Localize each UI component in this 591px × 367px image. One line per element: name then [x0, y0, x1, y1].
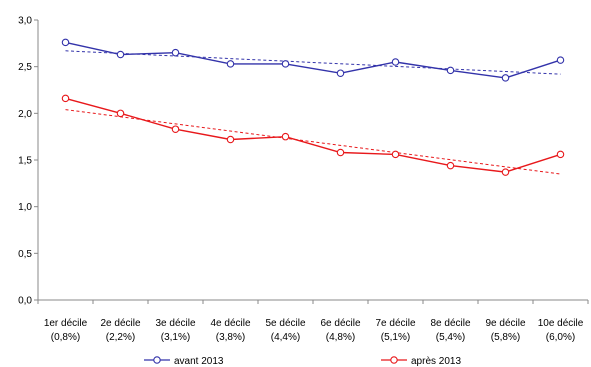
- x-tick-label: (5,1%): [381, 332, 410, 343]
- data-point-series-1: [391, 150, 400, 159]
- x-tick-label: (3,8%): [216, 332, 245, 343]
- legend: avant 2013 après 2013: [144, 356, 461, 367]
- x-tick-label: (2,2%): [106, 332, 135, 343]
- legend-marker-avant-2013: [153, 356, 161, 364]
- y-tick-label: 1,0: [18, 202, 32, 213]
- y-axis-ticks: 0,0 0,5 1,0 1,5 2,0 2,5 3,0: [18, 16, 38, 307]
- x-tick-label: 6e décile: [320, 318, 360, 329]
- series-line-1: [65, 97, 561, 173]
- y-tick-label: 2,5: [18, 62, 32, 73]
- x-axis-ticks: 1er décile (0,8%) 2e décile (2,2%) 3e décile…: [37, 300, 589, 343]
- x-tick-label: (4,8%): [326, 332, 355, 343]
- x-tick-label: 8e décile: [430, 318, 470, 329]
- data-point-series-1: [61, 94, 70, 103]
- data-point-series-1: [336, 148, 345, 157]
- data-point-series-0: [226, 60, 235, 68]
- series-line-0: [65, 41, 561, 79]
- y-tick-label: 0,0: [18, 296, 32, 307]
- y-tick-label: 2,0: [18, 109, 32, 120]
- x-tick-label: 7e décile: [375, 318, 415, 329]
- x-tick-label: 1er décile: [44, 318, 88, 329]
- data-point-series-0: [391, 58, 400, 66]
- data-point-series-1: [226, 135, 235, 144]
- data-points: [61, 38, 565, 176]
- x-tick-label: 2e décile: [100, 318, 140, 329]
- x-tick-label: (4,4%): [271, 332, 300, 343]
- data-point-series-1: [446, 161, 455, 170]
- data-point-series-0: [116, 50, 125, 59]
- data-point-series-1: [556, 150, 565, 159]
- legend-marker-apres-2013: [390, 356, 398, 364]
- x-tick-label: (5,8%): [491, 332, 520, 343]
- x-tick-label: (5,4%): [436, 332, 465, 343]
- data-point-series-1: [501, 168, 510, 176]
- data-point-series-0: [446, 66, 455, 75]
- data-point-series-0: [501, 74, 510, 82]
- trendline-series-0: [65, 50, 561, 75]
- x-tick-label: (6,0%): [546, 332, 575, 343]
- trendline-series-1: [65, 109, 561, 175]
- x-tick-label: (0,8%): [51, 332, 80, 343]
- x-tick-label: 5e décile: [265, 318, 305, 329]
- data-point-series-0: [171, 48, 180, 57]
- y-tick-label: 1,5: [18, 156, 32, 167]
- x-tick-label: (3,1%): [161, 332, 190, 343]
- data-point-series-0: [281, 60, 290, 68]
- data-point-series-1: [171, 125, 180, 133]
- data-point-series-0: [336, 69, 345, 77]
- x-tick-label: 3e décile: [155, 318, 195, 329]
- y-tick-label: 3,0: [18, 16, 32, 27]
- x-tick-label: 10e décile: [538, 318, 584, 329]
- x-tick-label: 9e décile: [485, 318, 525, 329]
- x-tick-label: 4e décile: [210, 318, 250, 329]
- data-point-series-1: [281, 132, 290, 141]
- legend-label-avant-2013: avant 2013: [174, 356, 224, 367]
- y-tick-label: 0,5: [18, 249, 32, 260]
- data-point-series-1: [116, 109, 125, 118]
- trendlines: [65, 50, 561, 175]
- data-point-series-0: [61, 38, 70, 47]
- data-point-series-0: [556, 56, 565, 64]
- legend-label-apres-2013: après 2013: [411, 356, 461, 367]
- series-lines: [65, 41, 561, 173]
